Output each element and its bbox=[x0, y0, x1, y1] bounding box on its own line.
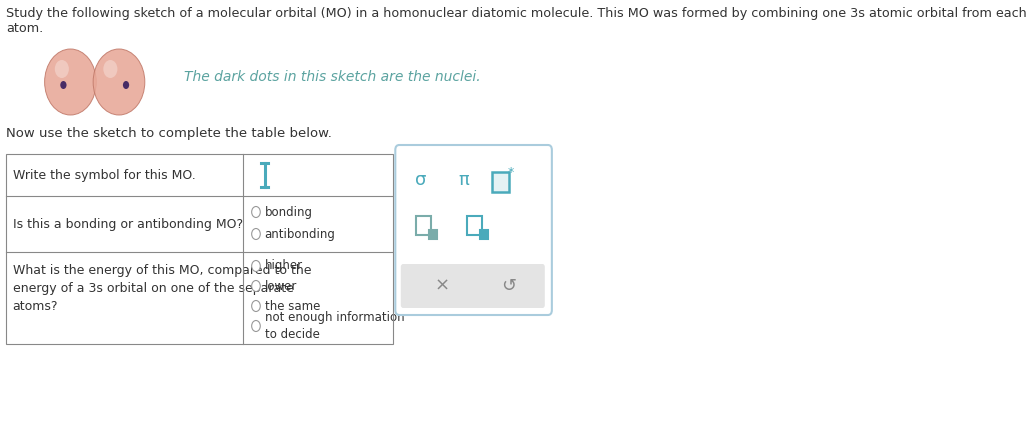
Text: *: * bbox=[508, 165, 514, 179]
Text: lower: lower bbox=[265, 279, 297, 292]
Circle shape bbox=[123, 81, 129, 89]
Text: antibonding: antibonding bbox=[265, 227, 335, 241]
Text: the same: the same bbox=[265, 300, 320, 313]
Text: The dark dots in this sketch are the nuclei.: The dark dots in this sketch are the nuc… bbox=[184, 70, 480, 84]
Text: ×: × bbox=[435, 277, 450, 295]
Circle shape bbox=[252, 320, 260, 332]
Text: ↺: ↺ bbox=[501, 277, 516, 295]
Circle shape bbox=[60, 81, 66, 89]
FancyBboxPatch shape bbox=[492, 172, 509, 192]
Text: Now use the sketch to complete the table below.: Now use the sketch to complete the table… bbox=[6, 127, 332, 140]
Circle shape bbox=[252, 260, 260, 271]
FancyBboxPatch shape bbox=[395, 145, 552, 315]
Text: π: π bbox=[459, 171, 469, 189]
Text: σ: σ bbox=[415, 171, 426, 189]
Circle shape bbox=[55, 60, 69, 78]
Text: higher: higher bbox=[265, 260, 302, 273]
FancyBboxPatch shape bbox=[428, 230, 437, 239]
FancyBboxPatch shape bbox=[401, 264, 544, 308]
Text: Is this a bonding or antibonding MO?: Is this a bonding or antibonding MO? bbox=[12, 217, 242, 230]
Text: What is the energy of this MO, compared to the
energy of a 3s orbital on one of : What is the energy of this MO, compared … bbox=[12, 264, 312, 313]
Circle shape bbox=[252, 228, 260, 240]
Circle shape bbox=[93, 49, 145, 115]
FancyBboxPatch shape bbox=[480, 230, 487, 239]
Text: bonding: bonding bbox=[265, 206, 313, 219]
Text: Write the symbol for this MO.: Write the symbol for this MO. bbox=[12, 168, 196, 181]
Circle shape bbox=[104, 60, 117, 78]
Circle shape bbox=[252, 300, 260, 311]
Bar bbox=[6, 154, 393, 344]
Circle shape bbox=[252, 281, 260, 292]
Text: Study the following sketch of a molecular orbital (MO) in a homonuclear diatomic: Study the following sketch of a molecula… bbox=[6, 7, 1027, 20]
Text: atom.: atom. bbox=[6, 22, 43, 35]
Circle shape bbox=[45, 49, 96, 115]
Text: not enough information
to decide: not enough information to decide bbox=[265, 311, 405, 341]
Circle shape bbox=[252, 206, 260, 217]
